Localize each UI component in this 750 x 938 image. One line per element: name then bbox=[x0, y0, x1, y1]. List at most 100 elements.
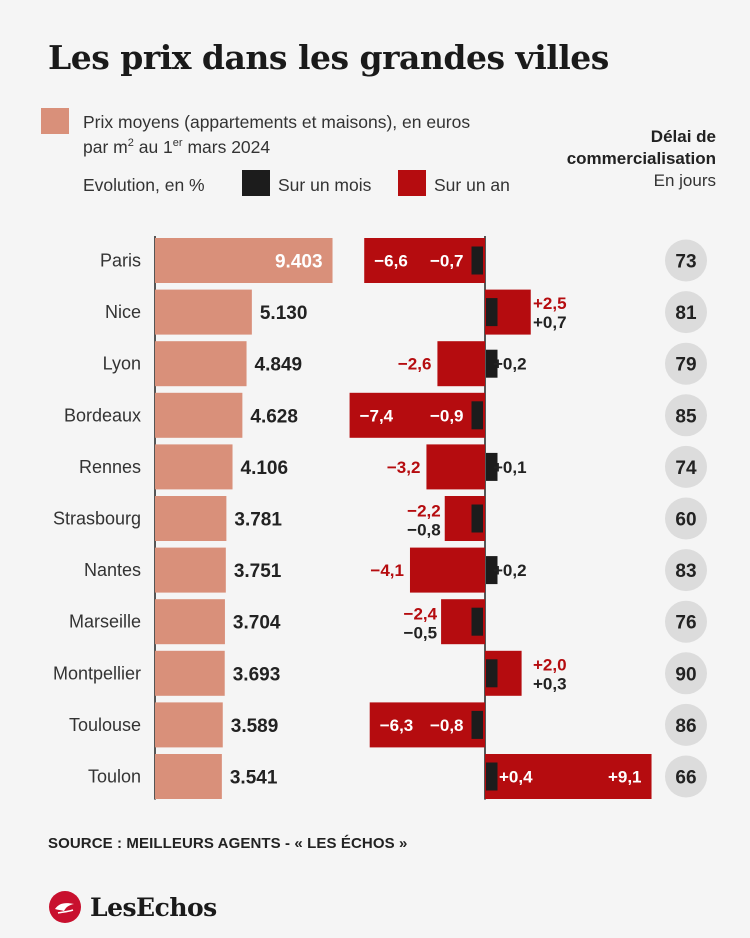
category-label: Marseille bbox=[69, 612, 141, 632]
delay-circle bbox=[665, 652, 707, 695]
legend-evolution-label: Evolution, en % bbox=[83, 175, 205, 195]
delay-header: Délai de commercialisation En jours bbox=[566, 127, 716, 190]
month-change-label: +0,2 bbox=[493, 561, 527, 580]
price-bar bbox=[155, 392, 243, 438]
price-bar bbox=[155, 496, 227, 541]
legend-price-swatch bbox=[41, 108, 69, 134]
month-bar bbox=[486, 298, 498, 327]
year-bar bbox=[426, 444, 485, 490]
year-change-label: +9,1 bbox=[608, 768, 642, 787]
price-label: 3.704 bbox=[233, 613, 281, 634]
price-label: 3.693 bbox=[233, 664, 281, 685]
year-change-label: −2,4 bbox=[404, 605, 438, 624]
year-bar bbox=[437, 341, 485, 387]
month-bar bbox=[486, 659, 498, 688]
price-bar bbox=[155, 547, 226, 593]
delay-value: 73 bbox=[675, 252, 696, 273]
delay-value: 76 bbox=[675, 613, 696, 634]
month-bar bbox=[486, 556, 498, 585]
year-change-label: −2,2 bbox=[407, 502, 441, 521]
legend-year-swatch bbox=[398, 170, 426, 196]
year-change-label: −6,6 bbox=[374, 252, 408, 271]
month-bar bbox=[471, 246, 483, 275]
year-change-label: −7,4 bbox=[360, 406, 394, 425]
month-bar bbox=[471, 401, 483, 430]
legend-year-label: Sur un an bbox=[434, 175, 510, 195]
month-change-label: −0,8 bbox=[430, 716, 464, 735]
year-bar bbox=[364, 238, 485, 283]
legend-month-swatch bbox=[242, 170, 270, 196]
price-label: 3.781 bbox=[234, 510, 282, 531]
price-label: 4.849 bbox=[255, 355, 303, 376]
month-change-label: +0,1 bbox=[493, 458, 527, 477]
price-label: 9.403 bbox=[275, 252, 323, 273]
delay-circle bbox=[665, 394, 707, 437]
month-bar bbox=[471, 710, 483, 739]
category-label: Lyon bbox=[103, 354, 141, 374]
delay-circle bbox=[665, 600, 707, 643]
price-bar bbox=[155, 599, 225, 645]
category-label: Toulouse bbox=[69, 715, 141, 735]
les-echos-logo-text: LesEchos bbox=[90, 893, 217, 922]
category-label: Nantes bbox=[84, 560, 141, 580]
year-change-label: −6,3 bbox=[380, 716, 414, 735]
delay-circle bbox=[665, 291, 707, 334]
delay-value: 83 bbox=[675, 561, 696, 582]
month-change-label: +0,3 bbox=[533, 674, 567, 693]
price-bar bbox=[155, 702, 223, 748]
category-label: Toulon bbox=[88, 767, 141, 787]
price-bar bbox=[155, 341, 247, 387]
price-label: 3.589 bbox=[231, 716, 279, 737]
month-change-label: −0,5 bbox=[404, 624, 438, 643]
year-change-label: −3,2 bbox=[387, 458, 421, 477]
delay-value: 79 bbox=[675, 355, 696, 376]
source-note: SOURCE : MEILLEURS AGENTS - « LES ÉCHOS … bbox=[48, 835, 408, 852]
delay-value: 66 bbox=[675, 768, 696, 789]
delay-circle bbox=[665, 497, 707, 540]
chart-title: Les prix dans les grandes villes bbox=[48, 38, 609, 77]
price-bar bbox=[155, 238, 333, 283]
delay-circle bbox=[665, 549, 707, 592]
price-label: 4.106 bbox=[241, 458, 289, 479]
delay-value: 81 bbox=[675, 303, 697, 324]
month-bar bbox=[486, 452, 498, 481]
legend-price-label: Prix moyens (appartements et maisons), e… bbox=[83, 112, 471, 157]
price-bar bbox=[155, 289, 252, 335]
category-label: Bordeaux bbox=[64, 405, 141, 425]
month-change-label: +0,7 bbox=[533, 313, 567, 332]
month-change-label: +0,2 bbox=[493, 355, 527, 374]
category-label: Strasbourg bbox=[53, 509, 141, 529]
delay-value: 60 bbox=[675, 510, 696, 531]
month-bar bbox=[471, 504, 483, 533]
delay-circle bbox=[665, 342, 707, 385]
les-echos-logo-icon bbox=[49, 891, 81, 923]
delay-circle bbox=[665, 445, 707, 488]
year-change-label: +2,0 bbox=[533, 655, 567, 674]
category-label: Paris bbox=[100, 251, 141, 271]
month-change-label: +0,4 bbox=[499, 768, 533, 787]
category-label: Rennes bbox=[79, 457, 141, 477]
legend-month-label: Sur un mois bbox=[278, 175, 372, 195]
delay-circle bbox=[665, 703, 707, 746]
price-bar bbox=[155, 650, 225, 696]
month-change-label: −0,9 bbox=[430, 406, 464, 425]
year-bar bbox=[369, 702, 485, 748]
month-change-label: −0,7 bbox=[430, 252, 464, 271]
category-label: Montpellier bbox=[53, 663, 141, 683]
delay-value: 86 bbox=[675, 716, 696, 737]
price-bar bbox=[155, 444, 233, 490]
year-change-label: −4,1 bbox=[370, 561, 404, 580]
delay-value: 85 bbox=[675, 406, 697, 427]
delay-value: 74 bbox=[675, 458, 697, 479]
year-change-label: +2,5 bbox=[533, 294, 567, 313]
year-bar bbox=[485, 754, 652, 799]
delay-circle bbox=[665, 755, 707, 798]
month-bar bbox=[471, 607, 483, 636]
delay-value: 90 bbox=[675, 664, 696, 685]
price-label: 5.130 bbox=[260, 303, 308, 324]
year-bar bbox=[409, 547, 485, 593]
month-bar bbox=[486, 349, 498, 378]
year-change-label: −2,6 bbox=[398, 355, 432, 374]
price-label: 3.751 bbox=[234, 561, 282, 582]
